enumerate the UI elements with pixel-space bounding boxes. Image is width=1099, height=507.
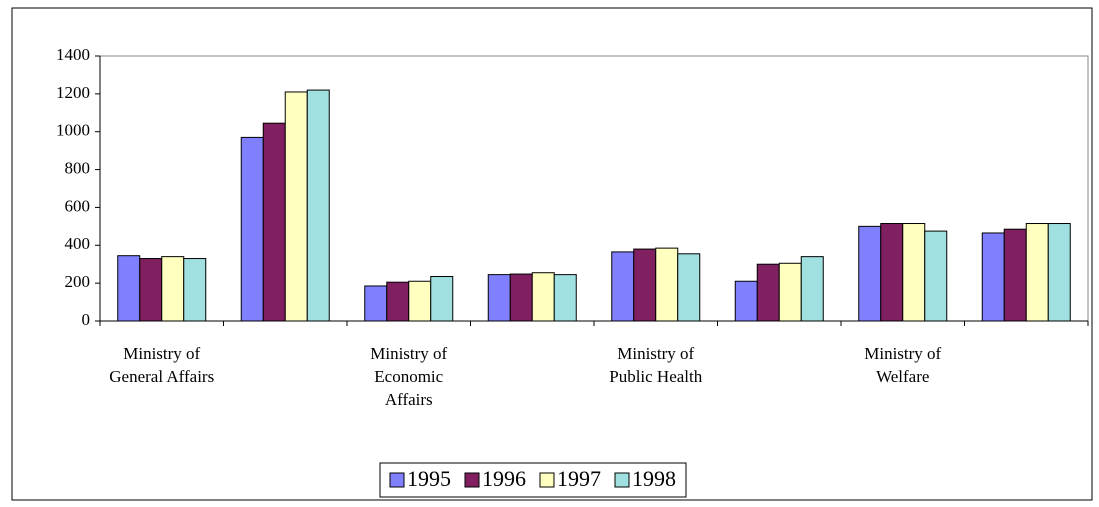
legend-swatch [614, 472, 630, 488]
x-tick-label: Ministry of Welfare [864, 344, 941, 386]
bar [858, 225, 882, 322]
legend-swatch [464, 472, 480, 488]
bar [1047, 223, 1071, 322]
bar [611, 251, 635, 322]
bar [553, 274, 577, 322]
bar [981, 232, 1005, 322]
bar [364, 285, 388, 322]
bar [284, 91, 308, 322]
bar [430, 276, 454, 322]
bar [386, 281, 410, 322]
x-tick-label: Ministry of Economic Affairs [370, 344, 447, 409]
bar [183, 258, 207, 322]
bar [161, 256, 185, 322]
bar [655, 247, 679, 322]
bar [902, 223, 926, 322]
y-tick-label: 1000 [56, 121, 90, 140]
legend-box [379, 462, 687, 498]
bar [734, 280, 758, 322]
legend: 1995 1996 1997 1998 [379, 462, 687, 498]
bar [531, 272, 555, 322]
bar [778, 262, 802, 322]
chart-frame [11, 7, 1093, 501]
y-tick-label: 0 [82, 310, 91, 329]
bar [756, 263, 780, 322]
x-tick-label: Ministry of General Affairs [109, 344, 214, 386]
legend-swatch [389, 472, 405, 488]
bar [408, 280, 432, 322]
y-tick-label: 600 [65, 196, 91, 215]
legend-label: 1995 [407, 466, 451, 491]
bar [306, 89, 330, 322]
bar [117, 255, 141, 322]
legend-swatch [539, 472, 555, 488]
legend-label: 1997 [557, 466, 601, 491]
y-tick-label: 400 [65, 234, 91, 253]
bar [240, 136, 264, 322]
bar [509, 273, 533, 322]
bar [800, 256, 824, 322]
legend-label: 1996 [482, 466, 526, 491]
y-tick-label: 800 [65, 158, 91, 177]
bar [880, 223, 904, 322]
x-tick-label: Ministry of Public Health [609, 344, 703, 386]
bar [139, 258, 163, 322]
y-tick-label: 1400 [56, 45, 90, 64]
bar [924, 230, 948, 322]
legend-label: 1998 [632, 466, 676, 491]
bar [262, 122, 286, 322]
bar [1003, 228, 1027, 322]
bar [633, 248, 657, 322]
y-tick-label: 200 [65, 272, 91, 291]
y-tick-label: 1200 [56, 83, 90, 102]
bar [487, 274, 511, 322]
bar [677, 253, 701, 322]
bar [1025, 223, 1049, 322]
